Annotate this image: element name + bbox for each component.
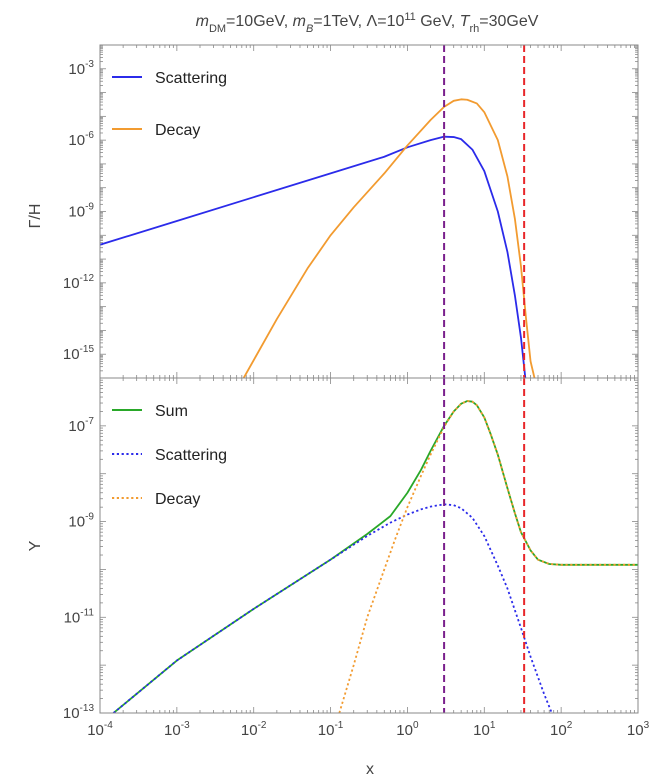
y-tick-label: 10-3	[68, 59, 94, 78]
x-tick-label: 100	[396, 720, 419, 739]
y-tick-label: 10-12	[63, 273, 95, 292]
legend-label: Decay	[155, 491, 200, 508]
title-segment: =10GeV,	[226, 13, 293, 30]
title-segment: =1TeV, Λ=10	[313, 13, 404, 30]
title-segment: T	[460, 13, 471, 30]
title-segment: m	[293, 13, 306, 30]
title-segment: m	[196, 13, 209, 30]
bottom-series-scattering	[112, 503, 553, 713]
x-tick-label: 103	[627, 720, 650, 739]
title-segment: DM	[209, 23, 226, 35]
bottom-series-decay	[338, 400, 638, 713]
x-tick-label: 102	[550, 720, 573, 739]
bottom-y-axis-label: Y	[27, 540, 44, 551]
y-tick-label: 10-7	[68, 416, 94, 435]
bottom-legend: Sum Scattering Decay	[112, 403, 227, 508]
y-tick-label: 10-9	[68, 202, 94, 221]
top-ticks	[99, 44, 639, 379]
x-tick-label: 10-2	[241, 720, 267, 739]
legend-label: Scattering	[155, 70, 227, 87]
top-series-decay	[242, 98, 536, 378]
legend-label: Decay	[155, 122, 200, 139]
top-legend: Scattering Decay	[112, 70, 227, 139]
top-frame	[99, 44, 639, 379]
y-tick-label: 10-11	[64, 607, 95, 626]
bottom-ticks	[99, 377, 639, 714]
x-tick-label: 10-3	[164, 720, 190, 739]
x-axis-label: x	[366, 761, 374, 778]
x-tick-label: 10-4	[87, 720, 113, 739]
y-tick-label: 10-13	[63, 703, 95, 722]
top-series-scattering	[100, 135, 527, 378]
title-segment: rh	[469, 23, 479, 35]
title-segment: =30GeV	[479, 13, 538, 30]
y-tick-label: 10-9	[68, 512, 94, 531]
x-tick-label: 10-1	[318, 720, 344, 739]
title-segment: 11	[404, 11, 415, 23]
legend-label: Scattering	[155, 447, 227, 464]
top-y-axis-label: Γ/H	[27, 204, 44, 229]
chart-title: mDM=10GeV, mB=1TeV, Λ=1011 GeV, Trh=30Ge…	[196, 11, 539, 35]
title-segment: B	[306, 23, 313, 35]
x-tick-label: 101	[473, 720, 496, 739]
legend-label: Sum	[155, 403, 188, 420]
y-tick-label: 10-15	[63, 344, 95, 363]
title-segment: GeV,	[416, 13, 460, 30]
top-panel: 10-3 10-6 10-9 10-12 10-15 Scattering Decay	[63, 44, 639, 379]
y-tick-label: 10-6	[68, 130, 94, 149]
bottom-frame	[99, 377, 639, 714]
